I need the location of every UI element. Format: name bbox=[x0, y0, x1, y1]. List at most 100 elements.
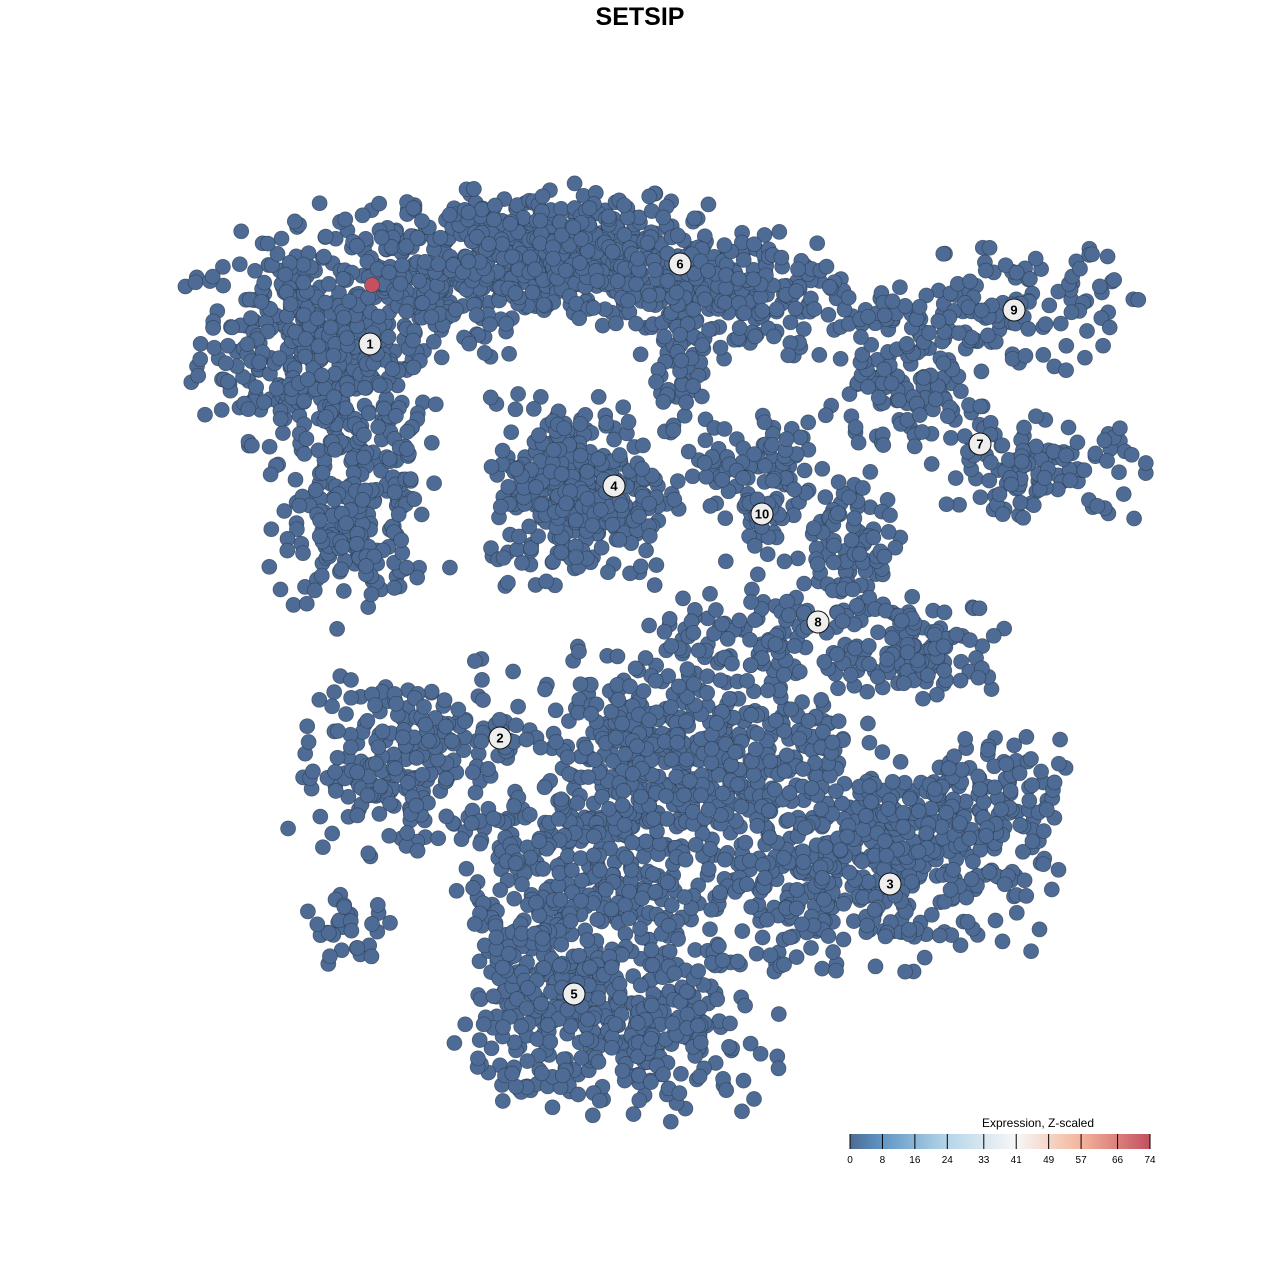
data-point bbox=[611, 447, 628, 463]
data-point bbox=[931, 927, 948, 944]
data-point bbox=[573, 872, 590, 889]
data-point bbox=[687, 836, 704, 853]
data-point bbox=[1077, 349, 1093, 366]
data-point bbox=[298, 430, 315, 447]
data-point bbox=[677, 851, 694, 868]
data-point bbox=[466, 653, 483, 669]
data-point bbox=[536, 779, 553, 796]
data-point bbox=[876, 548, 893, 565]
data-point bbox=[891, 392, 907, 409]
data-point bbox=[280, 820, 296, 837]
data-point bbox=[324, 698, 340, 715]
data-point bbox=[729, 953, 746, 970]
data-point bbox=[722, 1015, 738, 1032]
data-point bbox=[684, 468, 701, 485]
data-point bbox=[291, 497, 308, 514]
data-point bbox=[476, 345, 493, 361]
data-point bbox=[742, 631, 758, 648]
data-point bbox=[770, 1060, 787, 1077]
data-point bbox=[471, 953, 488, 970]
data-point bbox=[1023, 751, 1039, 767]
data-point bbox=[1016, 872, 1033, 889]
data-point bbox=[718, 1082, 735, 1099]
data-point bbox=[1004, 350, 1021, 367]
data-point bbox=[609, 648, 626, 665]
data-point bbox=[639, 234, 656, 251]
data-point bbox=[475, 692, 491, 708]
data-point bbox=[754, 302, 771, 319]
data-point bbox=[745, 766, 762, 783]
data-point bbox=[464, 764, 481, 781]
data-point bbox=[828, 962, 844, 979]
data-point bbox=[1033, 763, 1049, 780]
data-point bbox=[562, 913, 579, 930]
data-point bbox=[295, 307, 312, 323]
data-point bbox=[1050, 755, 1067, 772]
chart-title: SETSIP bbox=[595, 3, 685, 31]
data-point bbox=[460, 204, 477, 221]
data-point bbox=[508, 461, 525, 477]
data-point bbox=[1012, 494, 1029, 511]
data-point bbox=[669, 227, 686, 244]
data-point bbox=[1035, 347, 1052, 363]
data-point bbox=[296, 446, 313, 462]
data-point bbox=[590, 1054, 607, 1070]
data-point bbox=[676, 787, 692, 803]
data-point bbox=[764, 472, 781, 489]
data-point bbox=[359, 712, 376, 729]
data-point bbox=[648, 373, 664, 390]
data-point bbox=[306, 582, 323, 599]
data-point bbox=[326, 491, 343, 508]
data-point bbox=[480, 761, 496, 777]
data-point bbox=[817, 839, 834, 856]
data-point bbox=[1031, 921, 1048, 938]
data-point bbox=[991, 486, 1008, 503]
data-point bbox=[746, 1091, 762, 1107]
data-point bbox=[498, 315, 515, 332]
data-point bbox=[842, 667, 859, 683]
data-point bbox=[600, 564, 616, 581]
data-point bbox=[364, 916, 380, 932]
data-point bbox=[697, 432, 714, 449]
data-point bbox=[534, 930, 551, 947]
data-point bbox=[592, 502, 609, 518]
data-point bbox=[884, 773, 901, 790]
data-point bbox=[700, 801, 717, 818]
data-point bbox=[326, 684, 343, 700]
data-point bbox=[1018, 888, 1035, 904]
points-layer bbox=[177, 175, 1154, 1130]
data-point bbox=[629, 1015, 646, 1031]
data-point bbox=[335, 583, 352, 599]
data-point bbox=[787, 300, 804, 317]
data-point bbox=[658, 788, 675, 804]
data-point bbox=[958, 889, 975, 906]
data-point bbox=[485, 810, 502, 827]
data-point bbox=[1062, 472, 1078, 489]
data-point bbox=[514, 876, 530, 893]
data-point bbox=[701, 321, 717, 338]
cluster-label-text: 10 bbox=[755, 507, 769, 522]
data-point bbox=[307, 482, 324, 498]
data-point bbox=[545, 442, 562, 458]
data-point bbox=[918, 825, 935, 842]
data-point bbox=[910, 843, 927, 860]
cluster-label-10: 10 bbox=[750, 502, 774, 526]
data-point bbox=[795, 761, 811, 777]
data-point bbox=[367, 697, 383, 714]
data-point bbox=[1002, 782, 1019, 799]
data-point bbox=[520, 980, 536, 996]
data-point bbox=[239, 336, 256, 352]
data-point bbox=[314, 367, 330, 384]
data-point bbox=[788, 283, 805, 299]
data-point bbox=[923, 906, 940, 923]
data-point bbox=[846, 510, 863, 527]
data-point bbox=[388, 695, 405, 712]
cluster-label-3: 3 bbox=[878, 872, 902, 896]
data-point bbox=[338, 706, 354, 722]
data-point bbox=[363, 948, 380, 965]
data-point bbox=[603, 901, 620, 918]
data-point bbox=[533, 995, 549, 1012]
data-point bbox=[827, 783, 844, 800]
data-point bbox=[460, 253, 477, 270]
data-point bbox=[218, 355, 234, 372]
